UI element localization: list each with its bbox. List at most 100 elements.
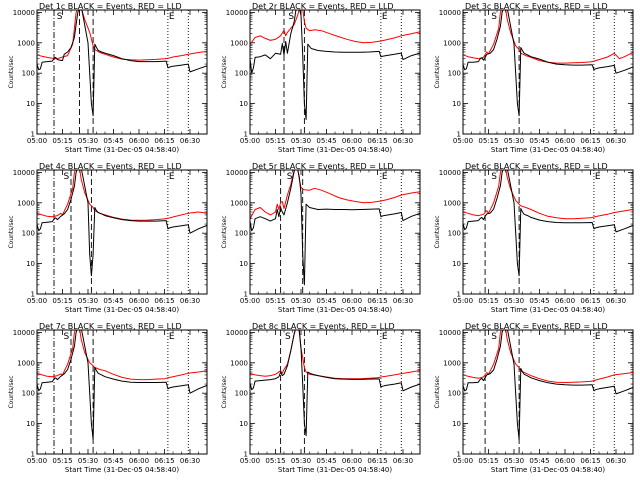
panel-title: Det 3c BLACK = Events, RED = LLD bbox=[465, 2, 608, 11]
x-tick-label: 05:00 bbox=[27, 457, 47, 465]
y-axis-label: Counts/sec bbox=[8, 55, 15, 88]
x-tick-label: 05:30 bbox=[504, 297, 524, 305]
y-axis-label: Counts/sec bbox=[8, 375, 15, 408]
lld-series-line bbox=[250, 10, 420, 45]
x-tick-label: 06:15 bbox=[580, 457, 600, 465]
plot-frame bbox=[462, 329, 634, 455]
y-tick-label: 10 bbox=[239, 420, 248, 428]
y-tick-label: 1000 bbox=[443, 39, 461, 47]
y-tick-label: 10000 bbox=[226, 9, 248, 17]
y-axis-label: Counts/sec bbox=[434, 375, 441, 408]
x-tick-label: 06:15 bbox=[154, 457, 174, 465]
plot-frame bbox=[249, 169, 421, 295]
y-tick-label: 10 bbox=[452, 420, 461, 428]
x-tick-label: 05:15 bbox=[265, 457, 285, 465]
x-tick-label: 06:30 bbox=[393, 457, 413, 465]
x-tick-label: 06:00 bbox=[555, 297, 575, 305]
x-tick-label: 05:15 bbox=[52, 297, 72, 305]
plot-frame bbox=[462, 9, 634, 135]
y-tick-label: 1 bbox=[244, 131, 248, 139]
panel-det-6: Det 6c BLACK = Events, RED = LLD 1 10 100 10… bbox=[434, 162, 634, 314]
x-tick-label: 06:00 bbox=[342, 137, 362, 145]
panel-title: Det 2r BLACK = Events, RED = LLD bbox=[252, 2, 394, 11]
x-tick-label: 06:15 bbox=[154, 137, 174, 145]
x-tick-label: 05:30 bbox=[504, 137, 524, 145]
y-tick-label: 100 bbox=[22, 230, 35, 238]
x-tick-label: 06:30 bbox=[180, 137, 200, 145]
x-tick-label: 05:45 bbox=[103, 457, 123, 465]
y-tick-label: 1000 bbox=[443, 199, 461, 207]
lld-series-line bbox=[37, 330, 207, 381]
x-tick-label: 06:15 bbox=[154, 297, 174, 305]
x-tick-label: 06:30 bbox=[180, 297, 200, 305]
y-tick-label: 1000 bbox=[230, 359, 248, 367]
y-tick-label: 10000 bbox=[439, 9, 461, 17]
y-tick-label: 10 bbox=[26, 260, 35, 268]
x-axis-label: Start Time (31-Dec-05 04:58:40) bbox=[65, 146, 179, 154]
panel-title: Det 8c BLACK = Events, RED = LLD bbox=[252, 322, 395, 331]
marker-label-e: E bbox=[169, 332, 175, 342]
y-tick-label: 100 bbox=[448, 70, 461, 78]
x-tick-label: 05:45 bbox=[316, 137, 336, 145]
y-tick-label: 10000 bbox=[439, 169, 461, 177]
x-tick-label: 05:45 bbox=[316, 297, 336, 305]
x-tick-label: 06:00 bbox=[342, 297, 362, 305]
y-tick-label: 10000 bbox=[13, 329, 35, 337]
x-tick-label: 05:45 bbox=[103, 297, 123, 305]
x-tick-label: 05:30 bbox=[78, 297, 98, 305]
plot-frame bbox=[36, 329, 208, 455]
panel-det-1: Det 1c BLACK = Events, RED = LLD 1 10 100 10… bbox=[8, 2, 208, 154]
panel-det-9: Det 9c BLACK = Events, RED = LLD 1 10 100 10… bbox=[434, 322, 634, 474]
x-tick-label: 05:30 bbox=[291, 297, 311, 305]
x-tick-label: 06:30 bbox=[606, 457, 626, 465]
y-tick-label: 1000 bbox=[230, 199, 248, 207]
x-tick-label: 06:30 bbox=[180, 457, 200, 465]
x-tick-label: 05:00 bbox=[240, 457, 260, 465]
marker-label-e: E bbox=[382, 172, 388, 182]
x-tick-label: 05:45 bbox=[103, 137, 123, 145]
y-tick-label: 10000 bbox=[226, 169, 248, 177]
y-axis-label: Counts/sec bbox=[434, 215, 441, 248]
x-tick-label: 05:15 bbox=[265, 297, 285, 305]
y-tick-label: 100 bbox=[22, 390, 35, 398]
panel-title: Det 7c BLACK = Events, RED = LLD bbox=[39, 322, 182, 331]
y-tick-label: 100 bbox=[235, 390, 248, 398]
plot-area bbox=[250, 10, 420, 134]
y-axis-label: Counts/sec bbox=[221, 215, 228, 248]
y-axis-label: Counts/sec bbox=[8, 215, 15, 248]
x-tick-label: 06:30 bbox=[606, 297, 626, 305]
panel-title: Det 4c BLACK = Events, RED = LLD bbox=[39, 162, 182, 171]
marker-label-s: S bbox=[491, 12, 497, 22]
y-tick-label: 1000 bbox=[443, 359, 461, 367]
y-tick-label: 10 bbox=[239, 260, 248, 268]
events-series-line bbox=[37, 10, 207, 117]
marker-label-e: E bbox=[169, 12, 175, 22]
x-tick-label: 05:00 bbox=[453, 297, 473, 305]
x-tick-label: 05:30 bbox=[504, 457, 524, 465]
y-tick-label: 1 bbox=[31, 291, 35, 299]
y-tick-label: 1 bbox=[31, 131, 35, 139]
x-tick-label: 05:00 bbox=[27, 297, 47, 305]
x-tick-label: 05:45 bbox=[316, 457, 336, 465]
marker-label-e: E bbox=[595, 172, 601, 182]
x-tick-label: 05:00 bbox=[453, 457, 473, 465]
events-series-line bbox=[250, 330, 420, 437]
x-tick-label: 05:00 bbox=[240, 297, 260, 305]
marker-label-s: S bbox=[491, 332, 497, 342]
x-tick-label: 05:45 bbox=[529, 137, 549, 145]
y-tick-label: 1000 bbox=[230, 39, 248, 47]
x-tick-label: 05:15 bbox=[265, 137, 285, 145]
panel-title: Det 5r BLACK = Events, RED = LLD bbox=[252, 162, 394, 171]
y-tick-label: 10 bbox=[239, 100, 248, 108]
panel-det-3: Det 3c BLACK = Events, RED = LLD 1 10 100 10… bbox=[434, 2, 634, 154]
lld-series-line bbox=[250, 170, 420, 219]
x-tick-label: 06:15 bbox=[580, 297, 600, 305]
x-tick-label: 05:45 bbox=[529, 457, 549, 465]
marker-label-e: E bbox=[382, 332, 388, 342]
y-tick-label: 10000 bbox=[13, 9, 35, 17]
marker-label-s: S bbox=[64, 332, 70, 342]
lld-series-line bbox=[463, 10, 633, 64]
x-tick-label: 06:15 bbox=[580, 137, 600, 145]
x-tick-label: 06:30 bbox=[606, 137, 626, 145]
panel-det-7: Det 7c BLACK = Events, RED = LLD 1 10 100 10… bbox=[8, 322, 208, 474]
